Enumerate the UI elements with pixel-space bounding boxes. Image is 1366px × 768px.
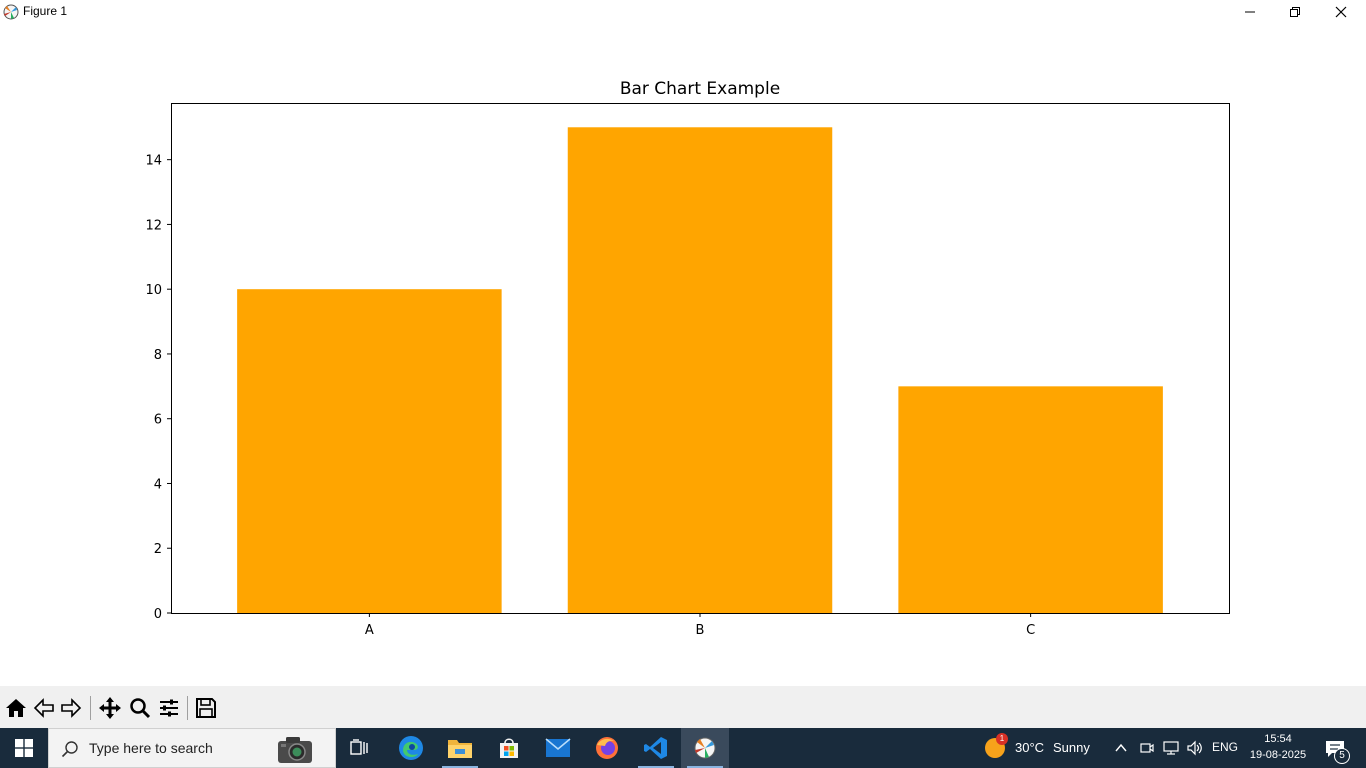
taskbar-vscode[interactable]	[632, 728, 680, 768]
minimize-button[interactable]	[1227, 0, 1273, 24]
taskbar-firefox[interactable]	[583, 728, 631, 768]
x-tick-label: B	[696, 623, 705, 638]
notification-center-button[interactable]: 5	[1318, 736, 1358, 764]
bar-chart: 0 2 4 6 8 10 12 14 A B C Bar Chart Example	[145, 79, 1230, 638]
back-icon	[33, 698, 54, 718]
restore-button[interactable]	[1272, 0, 1318, 24]
y-tick-label: 8	[154, 348, 162, 363]
bar-a	[237, 289, 502, 613]
taskbar-search-box[interactable]: Type here to search	[48, 728, 336, 768]
clock[interactable]: 15:54 19-08-2025	[1244, 731, 1312, 763]
window-titlebar: Figure 1	[0, 0, 1366, 24]
y-tick-label: 12	[145, 218, 162, 233]
taskbar-mail[interactable]	[534, 728, 582, 768]
chevron-up-icon	[1115, 743, 1127, 752]
x-tick-label: C	[1026, 623, 1035, 638]
x-tick-label: A	[365, 623, 374, 638]
window-title: Figure 1	[23, 4, 68, 18]
weather-widget[interactable]: 1 30°C Sunny	[982, 733, 1102, 760]
figure-canvas[interactable]: 0 2 4 6 8 10 12 14 A B C Bar Chart Example	[0, 24, 1366, 686]
toolbar-separator	[90, 696, 91, 720]
y-tick-label: 10	[145, 283, 162, 298]
matplotlib-icon	[694, 737, 716, 759]
home-button[interactable]	[3, 695, 29, 721]
weather-temperature: 30°C	[1015, 740, 1045, 755]
restore-icon	[1290, 7, 1300, 17]
clock-date: 19-08-2025	[1249, 749, 1307, 761]
taskbar-matplotlib[interactable]	[681, 728, 729, 768]
forward-icon	[61, 698, 82, 718]
search-placeholder: Type here to search	[89, 740, 213, 756]
search-icon	[61, 741, 78, 758]
speaker-icon	[1187, 740, 1202, 756]
task-view-button[interactable]	[336, 728, 384, 768]
notification-count: 5	[1334, 748, 1350, 764]
save-icon	[196, 698, 216, 718]
configure-subplots-button[interactable]	[156, 695, 182, 721]
minimize-icon	[1245, 11, 1255, 13]
running-indicator	[687, 766, 723, 768]
running-indicator	[638, 766, 674, 768]
meet-now-icon	[1140, 743, 1154, 753]
volume-button[interactable]	[1186, 740, 1204, 760]
mail-icon	[545, 738, 571, 757]
toolbar-separator	[187, 696, 188, 720]
camera-icon	[278, 737, 312, 763]
y-tick-label: 4	[154, 477, 162, 492]
navigation-toolbar	[0, 686, 1366, 728]
close-icon	[1335, 6, 1347, 18]
zoom-icon	[130, 698, 151, 719]
home-icon	[6, 699, 26, 717]
start-button[interactable]	[0, 728, 48, 768]
weather-condition: Sunny	[1053, 740, 1090, 755]
back-button[interactable]	[31, 695, 57, 721]
running-indicator	[442, 766, 478, 768]
forward-button[interactable]	[58, 695, 84, 721]
y-tick-label: 2	[154, 542, 162, 557]
y-tick-label: 0	[154, 607, 162, 622]
chart-title: Bar Chart Example	[620, 79, 780, 99]
firefox-icon	[596, 737, 618, 759]
clock-time: 15:54	[1264, 733, 1292, 745]
network-icon	[1163, 741, 1179, 755]
network-button[interactable]	[1162, 740, 1180, 760]
folder-icon	[448, 740, 472, 758]
bar-c	[898, 386, 1163, 613]
zoom-button[interactable]	[127, 695, 153, 721]
task-view-icon	[350, 739, 368, 755]
show-hidden-icons-button[interactable]	[1114, 740, 1128, 759]
pan-button[interactable]	[97, 695, 123, 721]
configure-subplots-icon	[160, 699, 178, 717]
store-icon	[500, 738, 518, 758]
windows-logo-icon	[15, 739, 33, 757]
weather-badge: 1	[996, 733, 1008, 745]
close-button[interactable]	[1318, 0, 1364, 24]
meet-now-button[interactable]	[1139, 740, 1155, 760]
taskbar-file-explorer[interactable]	[436, 728, 484, 768]
taskbar-store[interactable]	[485, 728, 533, 768]
language-indicator[interactable]: ENG	[1212, 740, 1239, 754]
y-tick-label: 14	[145, 154, 162, 169]
save-button[interactable]	[193, 695, 219, 721]
bar-b	[567, 127, 833, 614]
vscode-icon	[644, 737, 667, 759]
y-tick-label: 6	[154, 413, 162, 428]
taskbar: Type here to search	[0, 728, 1366, 768]
edge-icon	[399, 736, 423, 760]
taskbar-edge[interactable]	[387, 728, 435, 768]
pan-icon	[99, 697, 121, 719]
matplotlib-app-icon	[3, 4, 19, 20]
